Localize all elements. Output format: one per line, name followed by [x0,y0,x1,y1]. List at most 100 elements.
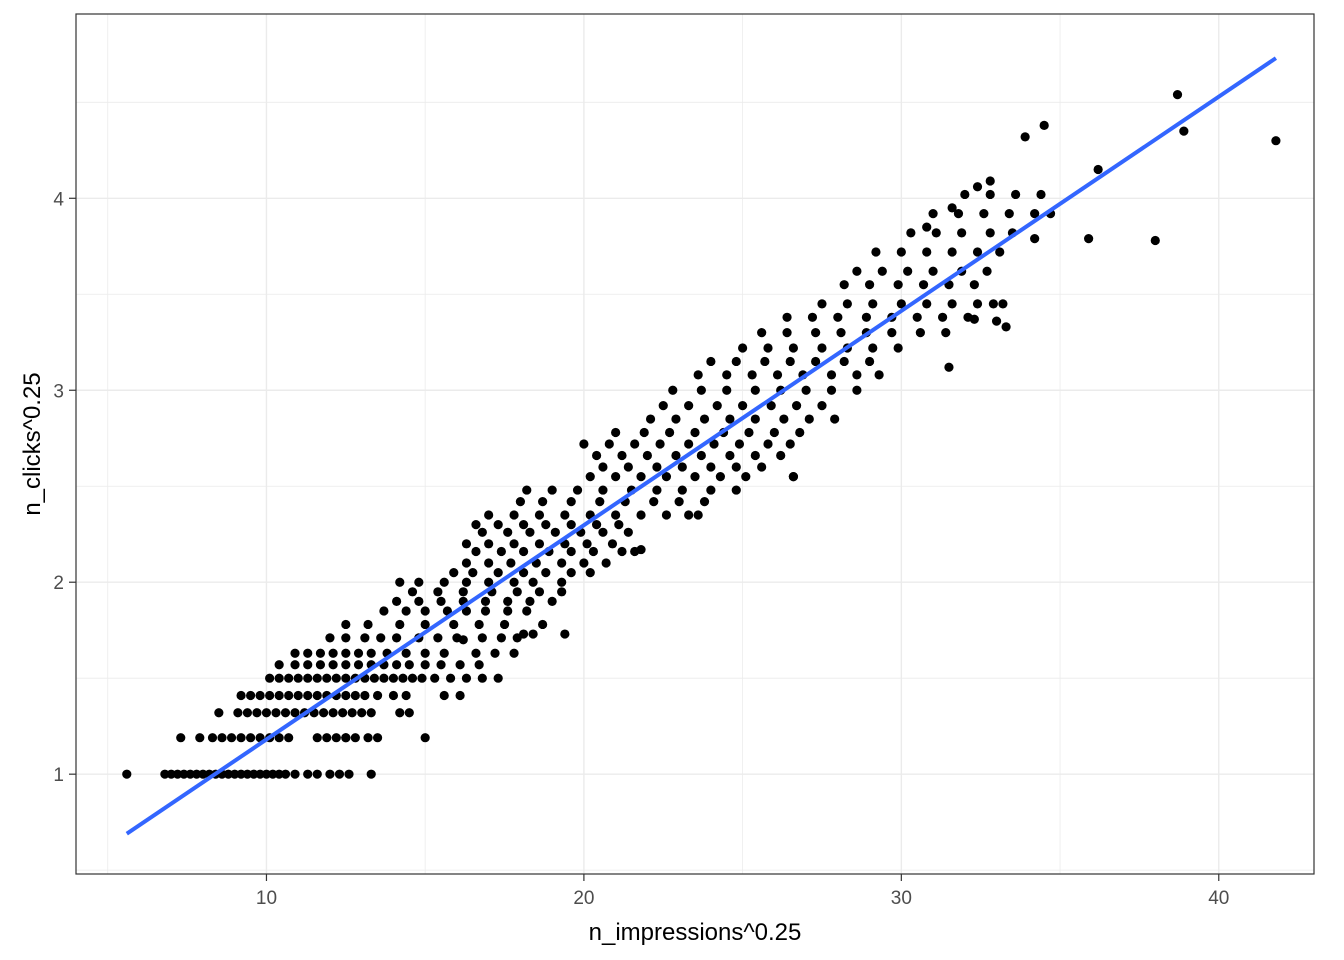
data-point [684,439,694,449]
data-point [274,769,284,779]
y-tick-label: 1 [53,765,64,786]
x-tick-label: 30 [891,888,912,909]
data-point [433,633,443,643]
data-point [566,520,576,530]
data-point [525,527,535,537]
data-point [972,299,983,309]
data-point [341,690,351,701]
data-point [636,472,646,482]
data-point [341,733,351,743]
data-point [906,228,916,238]
data-point [284,690,294,701]
data-point [712,401,722,411]
data-point [579,558,589,568]
data-point [280,708,291,718]
data-point [303,673,313,683]
data-point [236,733,246,743]
data-point [938,312,948,322]
data-point [741,472,751,482]
data-point [595,496,605,507]
data-point [372,733,383,743]
data-point [582,539,592,549]
data-point [842,299,852,309]
data-point [715,472,725,482]
data-point [379,606,389,616]
data-point [458,587,468,597]
data-point [484,510,494,520]
data-point [490,648,500,658]
data-point [706,462,716,472]
data-point [585,568,595,578]
data-point [274,690,284,701]
data-point [836,328,846,338]
data-point [436,660,446,670]
data-point [449,619,459,630]
data-point [1039,120,1049,130]
data-point [611,510,621,520]
data-point [341,648,351,658]
data-point [957,228,967,238]
data-point [420,619,430,630]
data-point [684,401,694,411]
data-point [785,356,795,367]
data-point [779,414,789,424]
data-point [360,633,370,643]
data-point [649,496,659,507]
data-point [722,370,732,380]
data-point [922,247,932,257]
data-point [484,577,494,587]
x-tick-label: 20 [573,888,594,909]
data-point [493,568,503,578]
data-point [284,733,294,743]
data-point [223,769,233,779]
y-axis-title: n_clicks^0.25 [19,372,46,515]
data-point [572,485,583,495]
data-point [1004,209,1014,219]
data-point [344,769,354,779]
data-point [214,708,224,718]
data-point [245,690,256,701]
data-point [826,370,837,380]
data-point [471,520,481,530]
data-point [931,228,941,238]
data-point [550,527,560,537]
data-point [833,312,843,322]
data-point [1084,233,1094,244]
data-point [474,660,484,670]
data-point [598,485,608,495]
data-point [461,577,472,587]
data-point [303,690,313,701]
data-point [1030,233,1040,244]
data-point [731,462,741,472]
data-point [918,280,929,290]
data-point [350,690,360,701]
data-point [392,660,402,670]
data-point [217,733,227,743]
data-point [198,769,208,779]
data-point [468,568,478,578]
x-tick-label: 40 [1208,888,1229,909]
data-point [338,708,348,718]
data-point [512,587,522,597]
data-point [671,414,681,424]
data-point [461,539,472,549]
data-point [868,299,878,309]
data-point [839,280,849,290]
data-point [280,769,291,779]
data-point [392,633,402,643]
data-point [661,472,672,482]
data-point [230,769,240,779]
data-point [398,673,408,683]
data-point [496,546,506,557]
data-point [830,414,840,424]
data-point [922,222,932,232]
data-point [471,546,481,557]
data-point [557,577,567,587]
data-point [401,648,411,658]
data-point [477,673,487,683]
data-point [636,510,646,520]
data-point [566,496,576,507]
data-point [363,619,373,630]
data-point [195,733,205,743]
data-point [817,401,827,411]
